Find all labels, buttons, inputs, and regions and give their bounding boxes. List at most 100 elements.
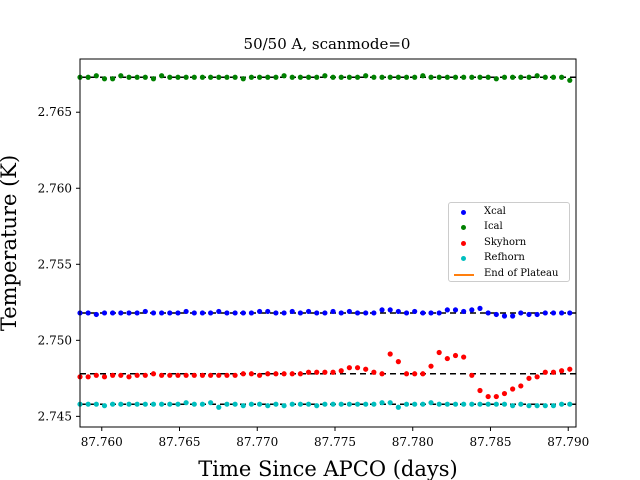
point-xcal [126, 310, 132, 316]
point-refhorn [403, 401, 410, 407]
y-tick-label: 2.765 [38, 105, 72, 119]
point-ical [142, 74, 148, 80]
point-xcal [452, 307, 459, 313]
point-refhorn [248, 401, 255, 407]
x-tick-label: 87.780 [392, 435, 434, 449]
point-refhorn [550, 403, 557, 409]
point-ical [232, 74, 238, 80]
point-ical [297, 74, 304, 80]
point-skyhorn [183, 372, 189, 378]
point-ical [412, 74, 418, 80]
point-ical [567, 77, 573, 83]
point-xcal [403, 310, 410, 316]
point-ical [428, 74, 434, 80]
point-ical [354, 74, 361, 80]
point-skyhorn [526, 375, 532, 381]
point-xcal [199, 310, 206, 316]
point-refhorn [134, 401, 140, 407]
point-refhorn [461, 401, 467, 407]
point-skyhorn [248, 371, 255, 377]
point-ical [363, 73, 369, 79]
point-xcal [273, 310, 279, 316]
point-ical [256, 74, 263, 80]
point-skyhorn [387, 351, 393, 357]
point-skyhorn [461, 354, 467, 360]
point-xcal [338, 310, 344, 316]
point-ical [314, 74, 320, 80]
point-ical [85, 74, 91, 80]
point-ical [183, 74, 189, 80]
point-skyhorn [534, 374, 540, 380]
point-ical [461, 74, 467, 80]
point-ical [199, 74, 206, 80]
point-skyhorn [281, 371, 287, 377]
point-skyhorn [175, 372, 181, 378]
point-skyhorn [240, 371, 246, 377]
point-skyhorn [126, 374, 132, 380]
point-xcal [444, 307, 450, 313]
point-skyhorn [452, 352, 459, 359]
point-skyhorn [224, 372, 230, 378]
point-skyhorn [167, 372, 173, 378]
point-ical [379, 74, 385, 80]
point-xcal [159, 310, 165, 316]
point-ical [281, 73, 287, 79]
point-skyhorn [485, 393, 491, 400]
point-xcal [420, 310, 426, 316]
point-refhorn [305, 401, 312, 407]
point-skyhorn [314, 369, 320, 375]
point-skyhorn [493, 393, 499, 400]
point-xcal [134, 310, 140, 316]
point-skyhorn [322, 369, 328, 375]
point-ical [134, 74, 140, 80]
point-ical [330, 74, 336, 80]
point-refhorn [175, 401, 181, 407]
point-skyhorn [412, 371, 418, 377]
y-tick-label: 2.755 [38, 257, 72, 271]
point-refhorn [387, 400, 393, 406]
point-ical [501, 74, 508, 80]
point-xcal [224, 310, 230, 316]
x-tick-label: 87.765 [159, 435, 201, 449]
y-tick-label: 2.760 [38, 181, 72, 195]
point-skyhorn [110, 372, 116, 378]
point-xcal [297, 310, 304, 316]
point-ical [493, 76, 499, 82]
point-ical [265, 74, 271, 80]
point-xcal [322, 310, 328, 316]
point-skyhorn [159, 372, 165, 378]
point-ical [167, 74, 173, 80]
point-refhorn [150, 401, 157, 407]
point-xcal [289, 308, 295, 315]
point-xcal [550, 310, 557, 316]
legend-label-xcal: Xcal [484, 206, 506, 217]
point-ical [191, 74, 197, 80]
point-xcal [363, 310, 369, 316]
point-skyhorn [518, 383, 524, 389]
point-ical [93, 73, 99, 79]
point-skyhorn [297, 371, 304, 377]
point-xcal [281, 310, 287, 316]
point-refhorn [330, 401, 336, 407]
point-refhorn [518, 401, 524, 407]
point-xcal [208, 310, 214, 316]
point-ical [159, 73, 165, 79]
point-skyhorn [85, 374, 91, 380]
point-xcal [395, 308, 401, 315]
point-refhorn [126, 401, 132, 407]
point-ical [550, 74, 557, 80]
y-tick-label: 2.750 [38, 333, 72, 347]
point-ical [510, 74, 516, 80]
point-refhorn [510, 403, 516, 409]
point-skyhorn [428, 363, 434, 369]
point-refhorn [93, 401, 99, 407]
point-refhorn [208, 400, 214, 406]
point-skyhorn [232, 372, 238, 378]
point-xcal [191, 310, 197, 316]
point-ical [469, 74, 475, 80]
point-skyhorn [346, 365, 352, 371]
point-skyhorn [395, 359, 401, 365]
point-refhorn [289, 401, 295, 407]
point-refhorn [232, 401, 238, 407]
point-skyhorn [420, 371, 426, 377]
